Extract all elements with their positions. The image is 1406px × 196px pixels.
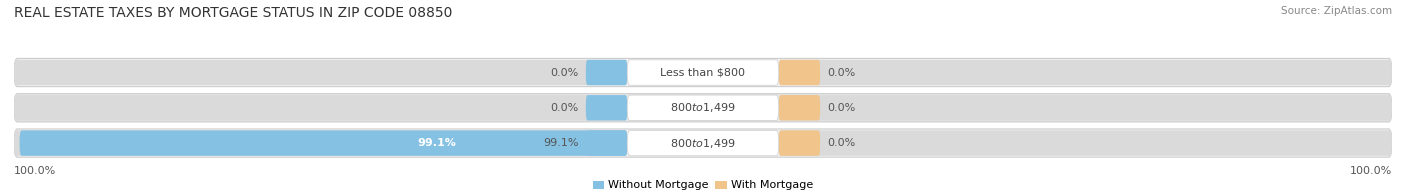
FancyBboxPatch shape bbox=[20, 130, 627, 156]
FancyBboxPatch shape bbox=[627, 130, 779, 156]
Text: 99.1%: 99.1% bbox=[418, 138, 457, 148]
FancyBboxPatch shape bbox=[779, 130, 1392, 156]
FancyBboxPatch shape bbox=[779, 95, 1392, 121]
Text: 99.1%: 99.1% bbox=[544, 138, 579, 148]
FancyBboxPatch shape bbox=[586, 130, 627, 156]
Text: Source: ZipAtlas.com: Source: ZipAtlas.com bbox=[1281, 6, 1392, 16]
Legend: Without Mortgage, With Mortgage: Without Mortgage, With Mortgage bbox=[593, 181, 813, 191]
FancyBboxPatch shape bbox=[14, 129, 1392, 157]
FancyBboxPatch shape bbox=[586, 60, 627, 85]
FancyBboxPatch shape bbox=[14, 94, 1392, 122]
FancyBboxPatch shape bbox=[586, 95, 627, 121]
FancyBboxPatch shape bbox=[627, 95, 779, 121]
FancyBboxPatch shape bbox=[627, 60, 779, 85]
FancyBboxPatch shape bbox=[14, 95, 627, 121]
Text: 100.0%: 100.0% bbox=[14, 166, 56, 176]
Text: REAL ESTATE TAXES BY MORTGAGE STATUS IN ZIP CODE 08850: REAL ESTATE TAXES BY MORTGAGE STATUS IN … bbox=[14, 6, 453, 20]
Text: 0.0%: 0.0% bbox=[827, 138, 855, 148]
FancyBboxPatch shape bbox=[779, 130, 820, 156]
FancyBboxPatch shape bbox=[14, 60, 627, 85]
FancyBboxPatch shape bbox=[779, 60, 820, 85]
Text: 0.0%: 0.0% bbox=[827, 67, 855, 78]
FancyBboxPatch shape bbox=[14, 130, 627, 156]
Text: Less than $800: Less than $800 bbox=[661, 67, 745, 78]
Text: 0.0%: 0.0% bbox=[551, 67, 579, 78]
Text: 0.0%: 0.0% bbox=[827, 103, 855, 113]
Text: $800 to $1,499: $800 to $1,499 bbox=[671, 137, 735, 150]
Text: 0.0%: 0.0% bbox=[551, 103, 579, 113]
Text: 100.0%: 100.0% bbox=[1350, 166, 1392, 176]
FancyBboxPatch shape bbox=[779, 60, 1392, 85]
Text: $800 to $1,499: $800 to $1,499 bbox=[671, 101, 735, 114]
FancyBboxPatch shape bbox=[14, 58, 1392, 87]
FancyBboxPatch shape bbox=[779, 95, 820, 121]
